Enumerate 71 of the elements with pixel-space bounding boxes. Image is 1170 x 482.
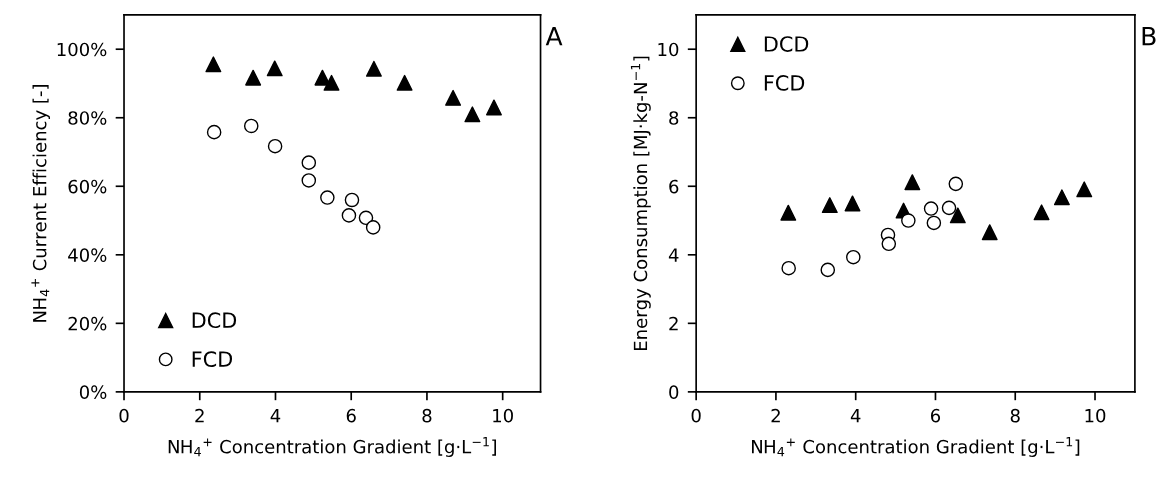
x-tick-label: 10	[1085, 408, 1106, 423]
x-tick-label: 6	[346, 408, 356, 423]
y-tick-label: 6	[669, 179, 679, 194]
y-axis-title: Energy Consumption [MJ·kg-N$^{−1}$]	[630, 56, 651, 350]
text: B	[1142, 27, 1156, 46]
point	[485, 99, 502, 116]
legend-label: FCD	[192, 351, 233, 367]
point	[821, 197, 838, 214]
point	[846, 249, 861, 265]
x-axis-title: NH$_{4}$$^{+}$ Concentration Gradient [g·L$^{−1}$]	[752, 437, 1080, 457]
x-tick-label: 8	[1010, 408, 1020, 423]
point	[245, 69, 262, 86]
x-tick-label: 4	[850, 409, 861, 423]
point	[344, 192, 360, 208]
point	[464, 106, 481, 123]
point	[320, 190, 335, 205]
y-tick-label: 0%	[79, 385, 107, 399]
point	[941, 200, 957, 216]
x-tick-label: 2	[771, 408, 780, 423]
x-tick-label: 0	[119, 408, 129, 423]
point	[1053, 189, 1070, 206]
point	[205, 56, 222, 73]
y-tick-label: 0	[669, 385, 679, 399]
point	[1076, 181, 1093, 198]
x-tick-label: 10	[493, 408, 513, 423]
y-tick-label: 8	[669, 111, 679, 125]
point	[923, 201, 939, 216]
point	[301, 173, 317, 188]
point	[301, 155, 317, 170]
y-axis-title: NH$_{4}$$^{+}$ Current Efficiency [-]	[31, 85, 50, 322]
x-axis-title: NH$_{4}$$^{+}$ Concentration Gradient [g·L$^{−1}$]	[168, 437, 496, 457]
x-tick-label: 8	[422, 408, 432, 423]
y-tick-label: 2	[669, 316, 678, 331]
point	[948, 176, 964, 192]
point	[365, 60, 382, 77]
point	[323, 74, 340, 91]
legend-label: DCD	[764, 36, 809, 52]
x-tick-label: 0	[691, 408, 701, 423]
point	[396, 74, 413, 91]
point	[243, 118, 259, 134]
point	[820, 262, 836, 278]
y-tick-label: 80%	[68, 111, 107, 125]
point	[266, 60, 283, 77]
point	[341, 208, 357, 223]
point	[926, 215, 942, 231]
point	[881, 236, 897, 252]
text: A	[545, 27, 563, 46]
point	[781, 260, 796, 276]
point	[445, 89, 462, 106]
y-tick-label: 60%	[68, 179, 107, 194]
legend-label: FCD	[764, 75, 805, 91]
y-tick-label: 4	[668, 248, 679, 262]
point	[267, 138, 283, 154]
y-tick-label: 20%	[68, 316, 107, 331]
point	[314, 69, 331, 86]
point	[365, 220, 381, 235]
y-tick-label: 10	[658, 42, 679, 57]
point	[904, 174, 921, 191]
x-tick-label: 6	[930, 408, 941, 423]
point	[780, 204, 797, 221]
legend-label: DCD	[192, 312, 237, 329]
point	[949, 207, 966, 224]
point	[981, 224, 998, 241]
x-tick-label: 4	[270, 409, 281, 423]
x-tick-label: 2	[195, 408, 204, 423]
point	[901, 213, 916, 228]
y-tick-label: 100%	[57, 42, 107, 57]
point	[1033, 204, 1050, 221]
point	[844, 195, 861, 212]
y-tick-label: 40%	[68, 248, 107, 262]
point	[206, 124, 222, 140]
